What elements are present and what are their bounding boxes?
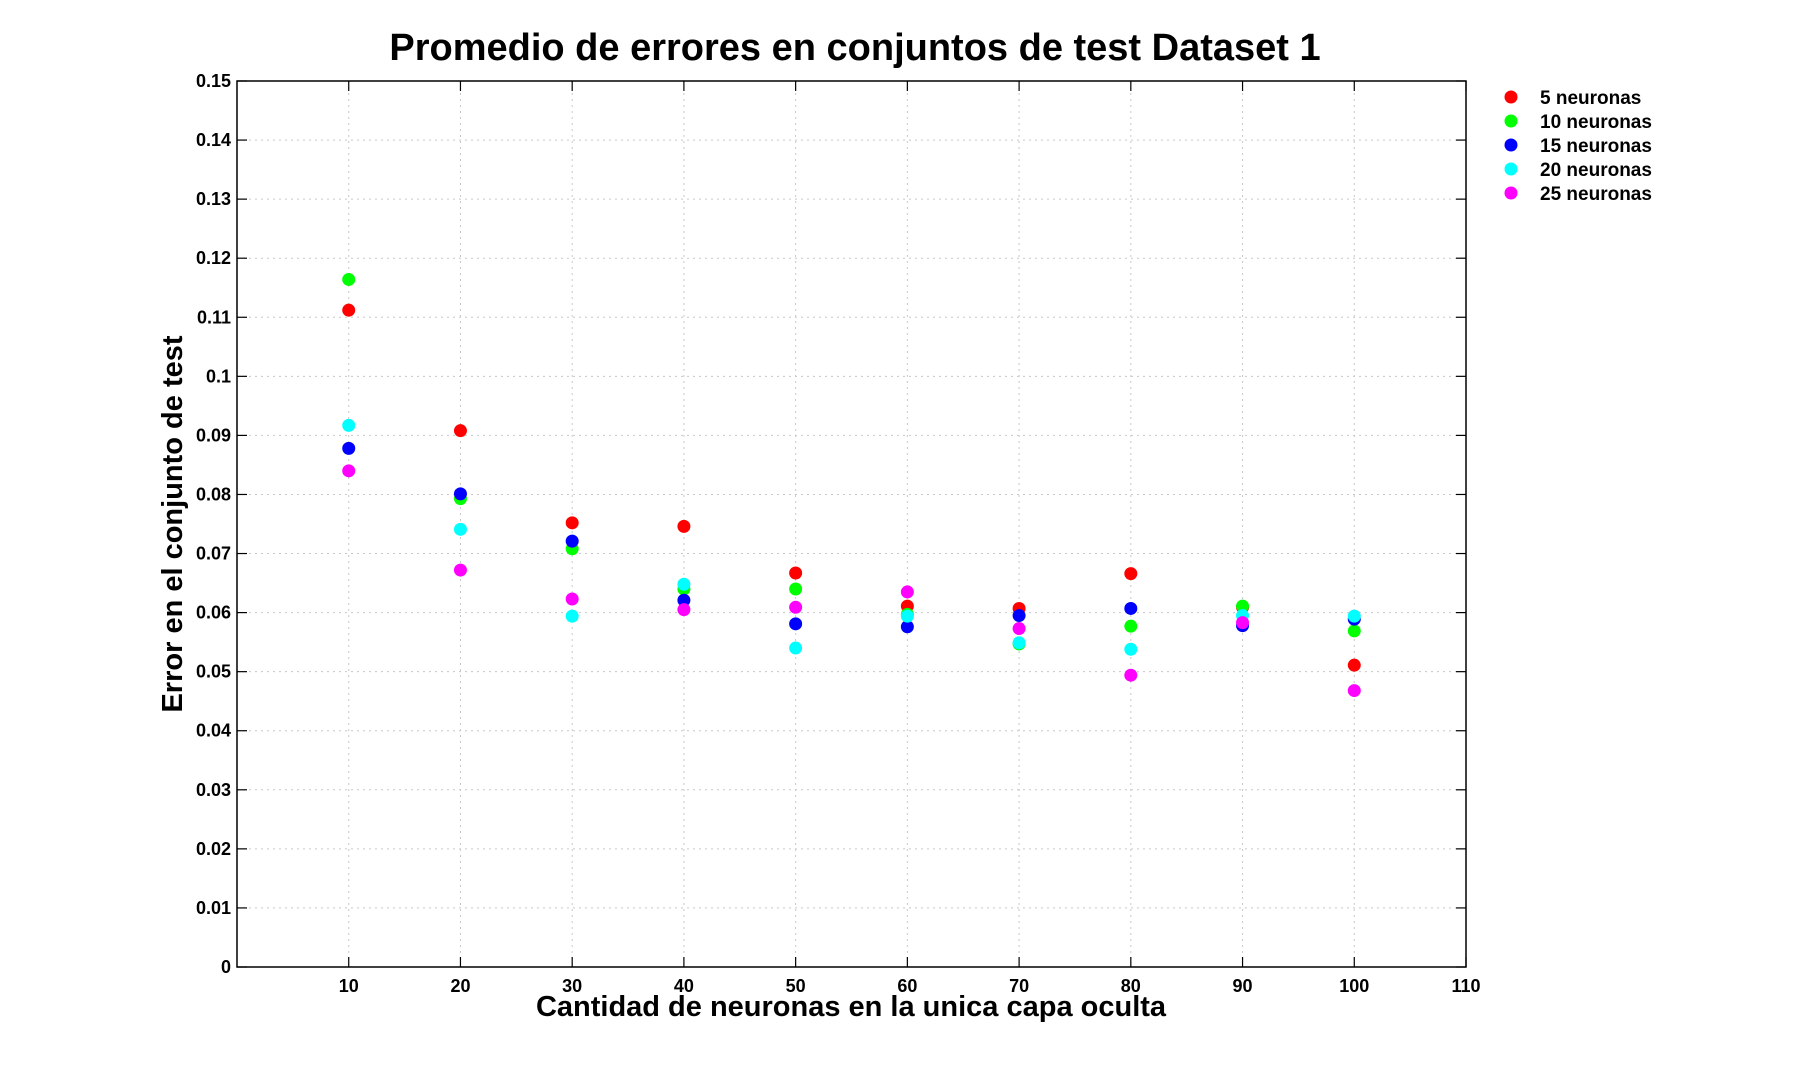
y-tick-label: 0.09 (196, 425, 231, 445)
x-tick-label: 10 (339, 976, 359, 996)
legend-item: 5 neuronas (1504, 88, 1641, 109)
data-point (1012, 609, 1026, 623)
grid-lines (237, 81, 1466, 967)
data-point (342, 418, 356, 432)
legend-marker (1504, 90, 1518, 104)
legend: 5 neuronas 10 neuronas 15 neuronas 20 neuro… (1504, 88, 1652, 205)
x-tick-label: 50 (786, 976, 806, 996)
y-tick-label: 0.07 (196, 544, 231, 564)
data-point (342, 303, 356, 317)
data-point (789, 566, 803, 580)
y-tick-label: 0.06 (196, 603, 231, 623)
data-point (342, 441, 356, 455)
x-tick-label: 30 (562, 976, 582, 996)
y-axis-tick-labels: 0 0.01 0.02 0.03 0.04 0.05 0.06 0.07 0.08 0.09 0.1… (196, 71, 231, 977)
data-point (565, 534, 579, 548)
data-point (1347, 609, 1361, 623)
legend-label: 20 neuronas (1540, 160, 1652, 181)
data-point (789, 582, 803, 596)
legend-item: 15 neuronas (1504, 136, 1652, 157)
x-tick-label: 20 (450, 976, 470, 996)
y-tick-label: 0 (221, 957, 231, 977)
x-tick-label: 60 (897, 976, 917, 996)
data-point (900, 609, 914, 623)
legend-label: 25 neuronas (1540, 184, 1652, 205)
y-tick-label: 0.01 (196, 898, 231, 918)
x-tick-label: 70 (1009, 976, 1029, 996)
x-tick-label: 110 (1451, 976, 1480, 996)
series-5 (342, 464, 1361, 698)
x-tick-label: 90 (1233, 976, 1253, 996)
data-point (565, 609, 579, 623)
data-point (453, 563, 467, 577)
y-tick-label: 0.12 (196, 248, 231, 268)
data-point (1124, 601, 1138, 615)
data-point (565, 592, 579, 606)
x-tick-label: 100 (1339, 976, 1369, 996)
legend-marker (1504, 114, 1518, 128)
y-tick-label: 0.13 (196, 189, 231, 209)
legend-item: 10 neuronas (1504, 112, 1652, 133)
data-point (677, 519, 691, 533)
data-point (453, 522, 467, 536)
series-3 (342, 441, 1361, 634)
y-tick-label: 0.1 (206, 366, 231, 386)
legend-label: 10 neuronas (1540, 112, 1652, 133)
data-point (1236, 599, 1250, 613)
data-points (342, 272, 1361, 698)
data-point (1124, 619, 1138, 633)
axis-ticks (237, 80, 1467, 968)
legend-label: 15 neuronas (1540, 136, 1652, 157)
x-tick-label: 80 (1121, 976, 1141, 996)
y-tick-label: 0.04 (196, 721, 231, 741)
data-point (789, 600, 803, 614)
legend-item: 25 neuronas (1504, 184, 1652, 205)
y-tick-label: 0.15 (196, 71, 231, 91)
data-point (900, 620, 914, 634)
legend-marker (1504, 162, 1518, 176)
legend-item: 20 neuronas (1504, 160, 1652, 181)
legend-marker (1504, 138, 1518, 152)
data-point (453, 424, 467, 438)
series-1 (342, 303, 1361, 672)
x-axis-label: Cantidad de neuronas en la unica capa oc… (536, 991, 1167, 1023)
data-point (1347, 658, 1361, 672)
data-point (789, 641, 803, 655)
data-point (453, 487, 467, 501)
data-point (1347, 624, 1361, 638)
data-point (1012, 636, 1026, 650)
legend-marker (1504, 186, 1518, 200)
data-point (1124, 668, 1138, 682)
data-point (1124, 567, 1138, 581)
y-tick-label: 0.02 (196, 839, 231, 859)
y-tick-label: 0.14 (196, 130, 231, 150)
data-point (1347, 684, 1361, 698)
y-tick-label: 0.03 (196, 780, 231, 800)
data-point (342, 272, 356, 286)
legend-label: 5 neuronas (1540, 88, 1641, 109)
data-point (677, 593, 691, 607)
plot-area (236, 80, 1467, 968)
data-point (1012, 622, 1026, 636)
y-tick-label: 0.11 (197, 307, 231, 327)
data-point (565, 516, 579, 530)
series-4 (342, 418, 1361, 656)
data-point (342, 464, 356, 478)
x-tick-label: 40 (674, 976, 694, 996)
data-point (900, 585, 914, 599)
chart-title: Promedio de errores en conjuntos de test… (389, 27, 1320, 69)
y-tick-label: 0.08 (196, 484, 231, 504)
data-point (677, 603, 691, 617)
series-2 (342, 272, 1361, 651)
data-point (789, 617, 803, 631)
x-axis-tick-labels: 10 20 30 40 50 60 70 80 90 100 110 (339, 976, 1481, 996)
data-point (1236, 616, 1250, 630)
data-point (1124, 642, 1138, 656)
y-axis-label: Error en el conjunto de test (157, 335, 189, 712)
y-tick-label: 0.05 (196, 662, 231, 682)
data-point (677, 577, 691, 591)
